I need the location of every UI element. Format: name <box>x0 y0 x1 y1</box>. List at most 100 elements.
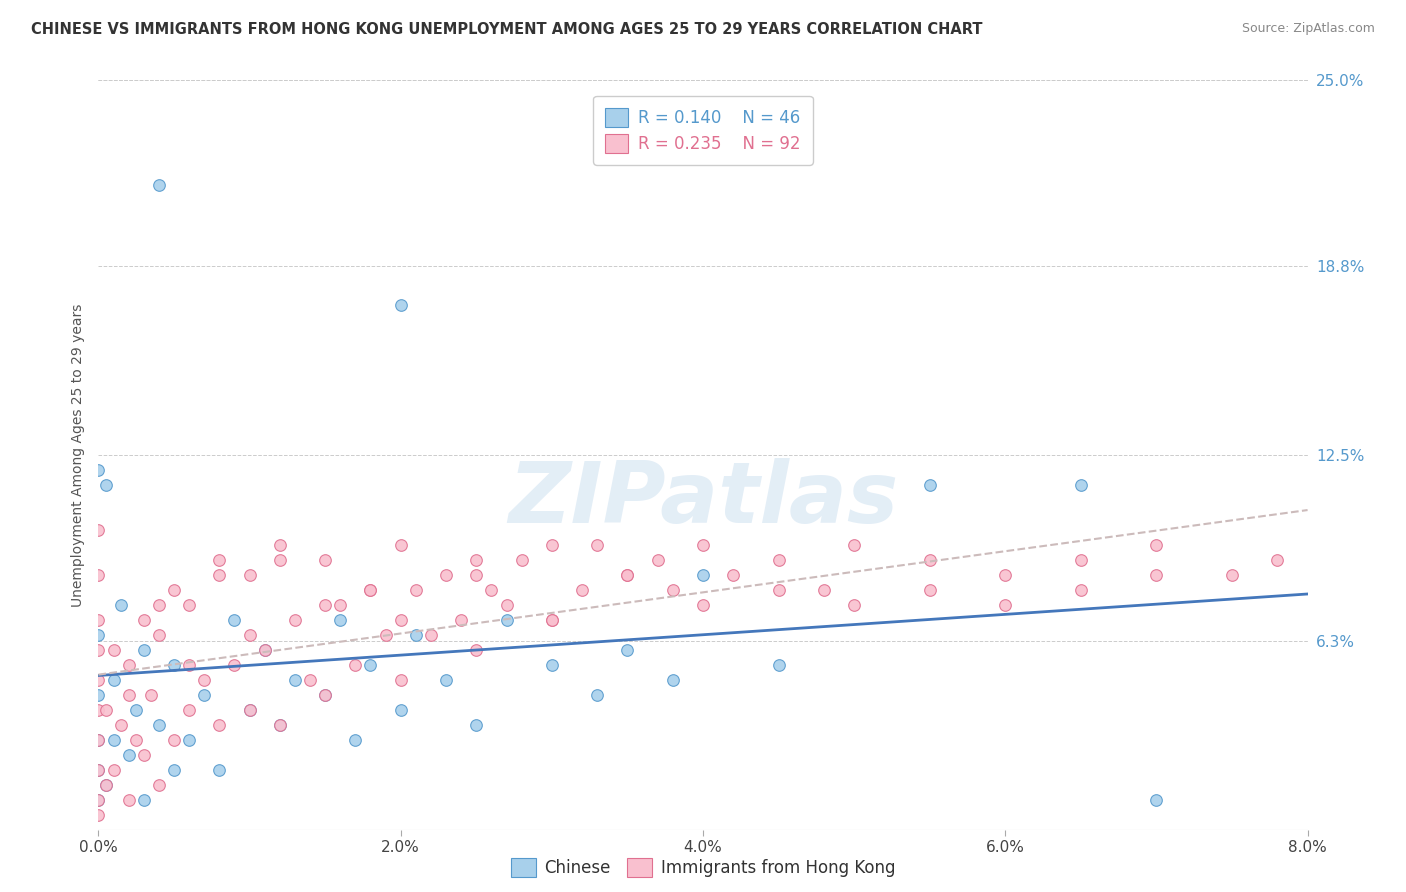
Point <box>87 792 110 806</box>
Point <box>1070 478 1092 492</box>
Point <box>208 717 231 731</box>
Point <box>692 567 714 582</box>
Y-axis label: Unemployment Among Ages 25 to 29 years: Unemployment Among Ages 25 to 29 years <box>70 303 84 607</box>
Point <box>389 613 412 627</box>
Point <box>110 598 132 612</box>
Point <box>208 553 231 567</box>
Point <box>540 613 562 627</box>
Point <box>405 628 427 642</box>
Point <box>768 657 790 672</box>
Point <box>87 673 110 687</box>
Point <box>586 538 609 552</box>
Point <box>994 598 1017 612</box>
Point <box>193 688 215 702</box>
Point <box>1070 553 1092 567</box>
Text: ZIPatlas: ZIPatlas <box>508 458 898 541</box>
Point <box>163 763 186 777</box>
Point <box>647 553 669 567</box>
Point <box>374 628 396 642</box>
Point <box>208 763 231 777</box>
Point <box>360 582 382 597</box>
Point <box>148 778 170 792</box>
Point <box>94 778 117 792</box>
Point <box>844 598 866 612</box>
Point <box>434 673 457 687</box>
Legend: Chinese, Immigrants from Hong Kong: Chinese, Immigrants from Hong Kong <box>505 852 901 884</box>
Point <box>148 717 170 731</box>
Point <box>269 717 291 731</box>
Point <box>179 703 201 717</box>
Point <box>118 688 141 702</box>
Point <box>344 732 367 747</box>
Point <box>586 688 609 702</box>
Point <box>87 523 110 537</box>
Point <box>344 657 367 672</box>
Point <box>661 582 683 597</box>
Point <box>450 613 472 627</box>
Point <box>918 582 941 597</box>
Point <box>87 792 110 806</box>
Point <box>434 567 457 582</box>
Point <box>193 673 215 687</box>
Point <box>87 463 110 477</box>
Point <box>360 582 382 597</box>
Legend: R = 0.140    N = 46, R = 0.235    N = 92: R = 0.140 N = 46, R = 0.235 N = 92 <box>593 96 813 165</box>
Point <box>87 703 110 717</box>
Point <box>163 582 186 597</box>
Point <box>918 553 941 567</box>
Point <box>314 688 336 702</box>
Point <box>540 657 562 672</box>
Point <box>87 688 110 702</box>
Point <box>314 553 336 567</box>
Text: Source: ZipAtlas.com: Source: ZipAtlas.com <box>1241 22 1375 36</box>
Point <box>239 628 262 642</box>
Point <box>723 567 745 582</box>
Point <box>918 478 941 492</box>
Point <box>465 553 488 567</box>
Point <box>994 567 1017 582</box>
Point <box>495 613 517 627</box>
Point <box>661 673 683 687</box>
Point <box>103 763 125 777</box>
Point <box>125 732 148 747</box>
Point <box>179 657 201 672</box>
Point <box>405 582 427 597</box>
Point <box>540 538 562 552</box>
Point <box>420 628 443 642</box>
Point <box>118 747 141 762</box>
Point <box>239 703 262 717</box>
Point <box>87 567 110 582</box>
Point <box>125 703 148 717</box>
Point <box>616 567 638 582</box>
Point <box>284 613 307 627</box>
Point <box>87 732 110 747</box>
Point <box>616 567 638 582</box>
Point <box>389 703 412 717</box>
Point <box>148 628 170 642</box>
Point <box>118 657 141 672</box>
Point <box>132 613 155 627</box>
Point <box>465 567 488 582</box>
Point <box>208 567 231 582</box>
Point <box>118 792 141 806</box>
Point <box>481 582 503 597</box>
Point <box>87 763 110 777</box>
Point <box>1146 792 1168 806</box>
Point <box>389 298 412 312</box>
Point <box>329 598 352 612</box>
Point <box>179 732 201 747</box>
Point <box>87 613 110 627</box>
Point <box>148 178 170 193</box>
Point <box>314 598 336 612</box>
Point <box>87 763 110 777</box>
Point <box>94 778 117 792</box>
Point <box>1146 538 1168 552</box>
Point <box>768 553 790 567</box>
Point <box>1070 582 1092 597</box>
Point <box>87 628 110 642</box>
Point <box>510 553 533 567</box>
Point <box>465 717 488 731</box>
Point <box>110 717 132 731</box>
Point <box>253 642 276 657</box>
Point <box>163 732 186 747</box>
